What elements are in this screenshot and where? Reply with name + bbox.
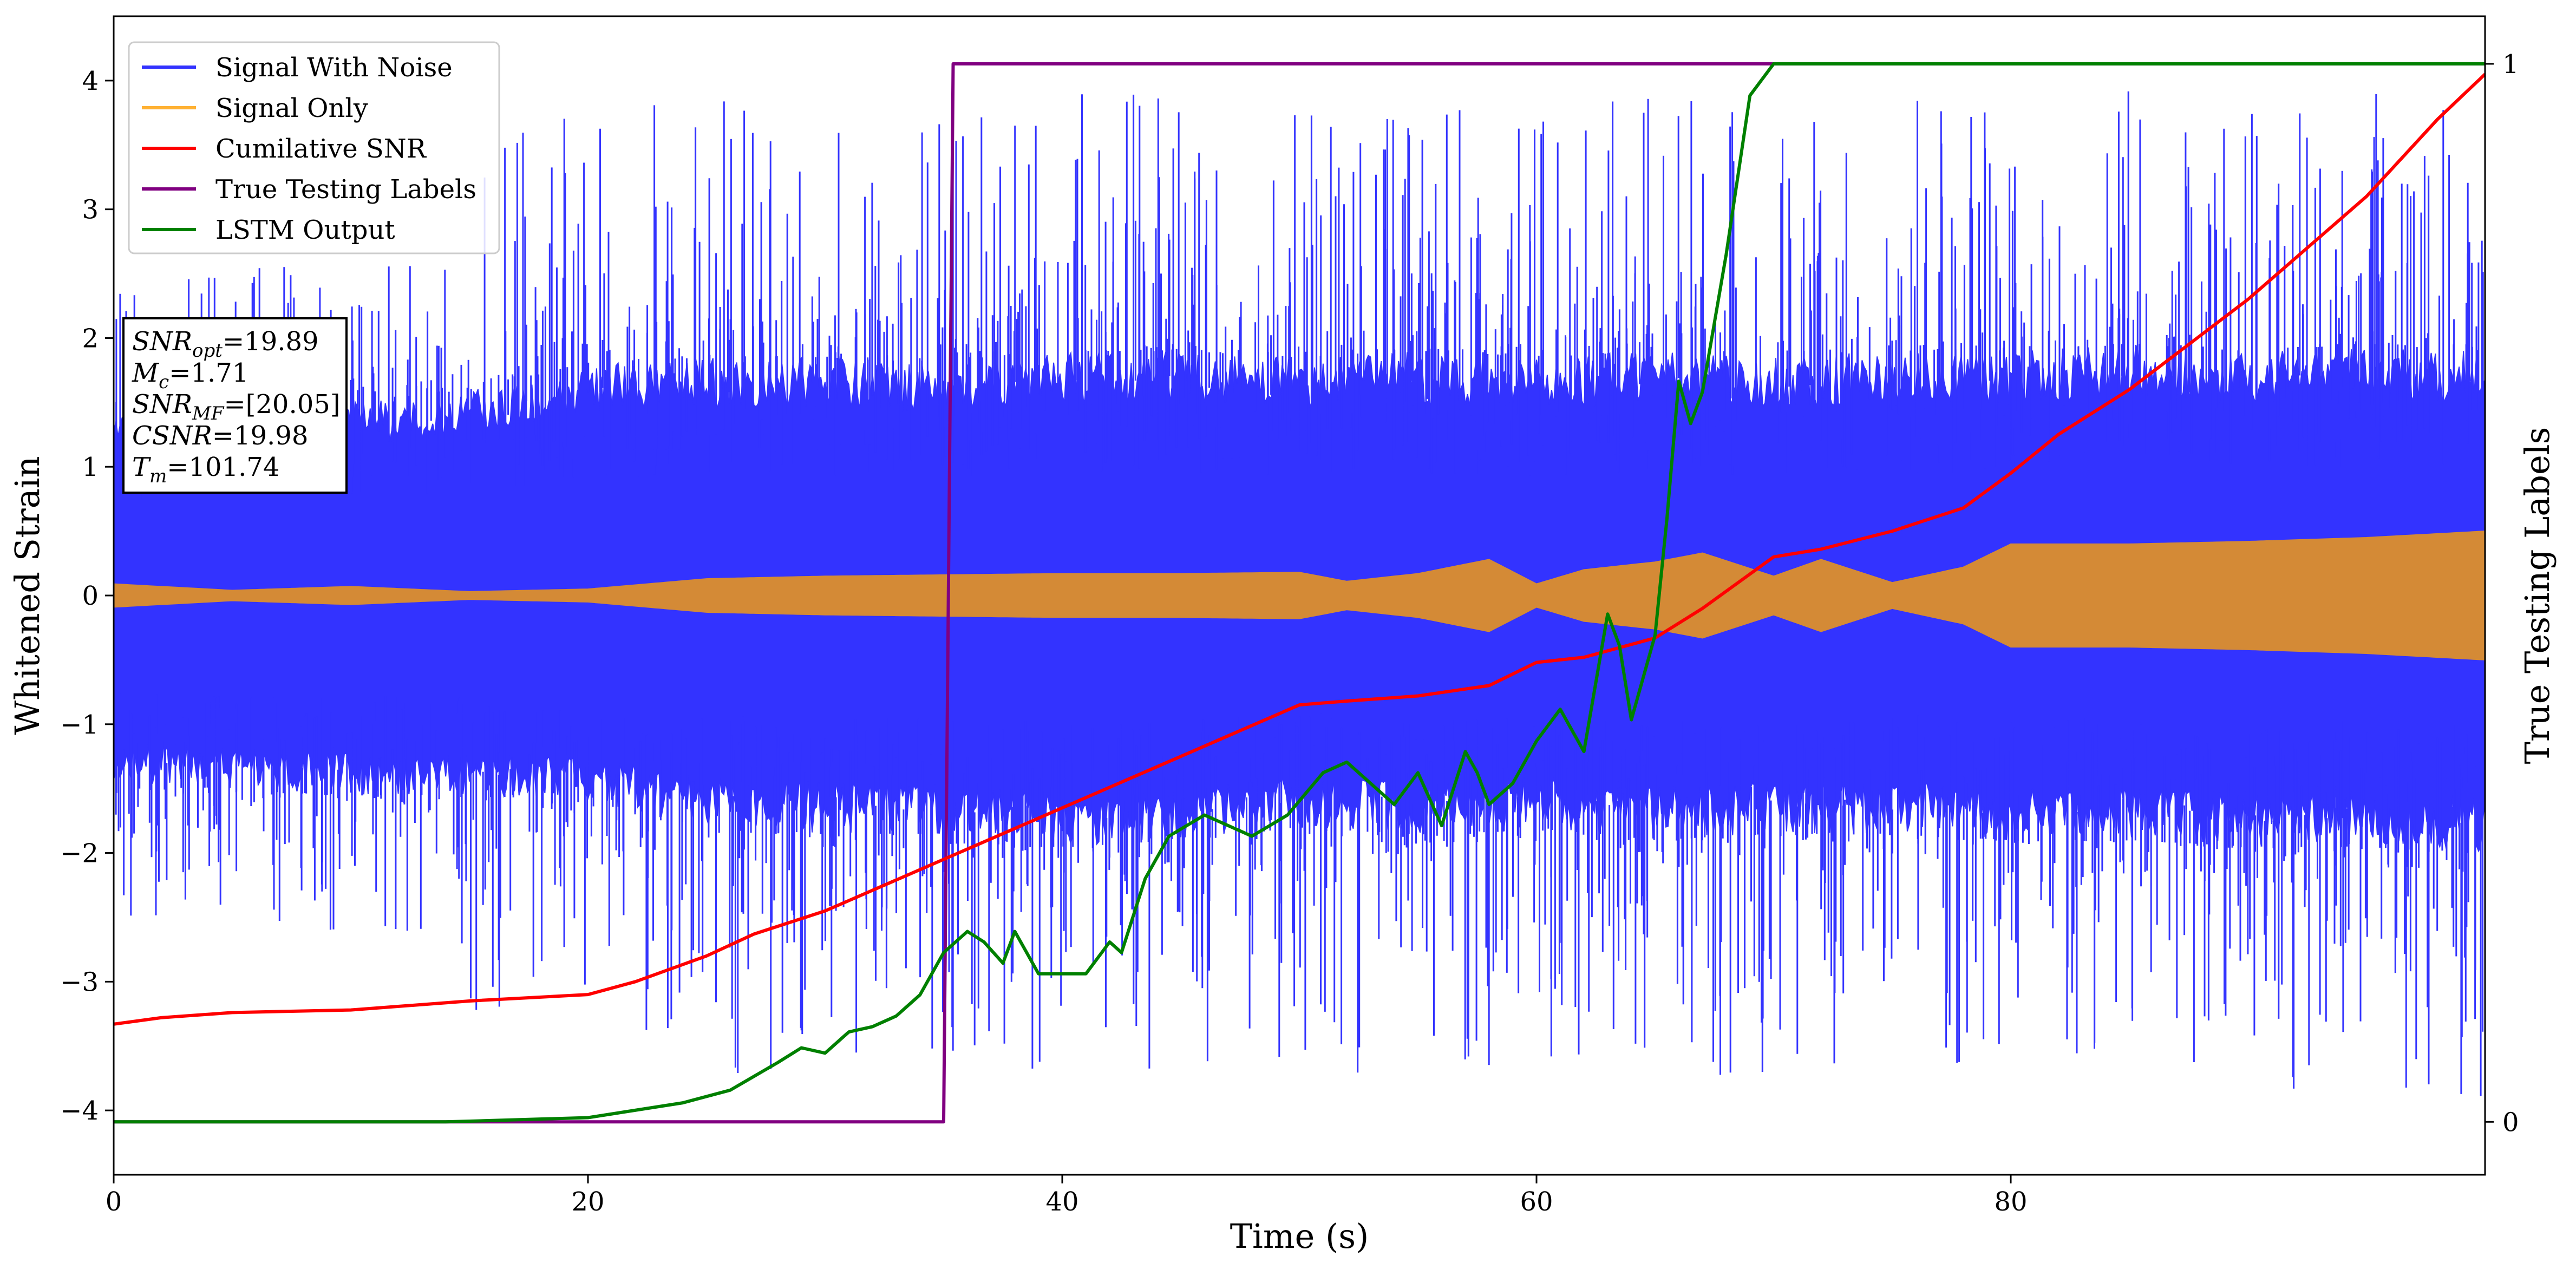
- x-tick-label: 80: [1994, 1187, 2027, 1217]
- y-tick-label: 2: [82, 323, 99, 354]
- y-axis-left: −4 −3 −2 −1 0 1 2 3 4: [60, 66, 114, 1126]
- signal-only-layer: [114, 531, 2485, 660]
- y-right-tick-label: 0: [2502, 1107, 2519, 1137]
- legend-label: Signal With Noise: [215, 53, 453, 83]
- y-tick-label: −4: [60, 1096, 99, 1126]
- signal-only-envelope: [114, 531, 2485, 660]
- y-tick-label: −2: [60, 839, 99, 869]
- info-line: SNRopt=19.89: [132, 326, 319, 362]
- true-testing-labels-line: [114, 62, 2485, 1124]
- y-tick-label: 0: [82, 581, 99, 611]
- info-line: Tm=101.74: [132, 452, 279, 487]
- legend-label: Signal Only: [215, 93, 368, 123]
- x-axis-label: Time (s): [1230, 1216, 1369, 1256]
- y-axis-right: 01: [2485, 49, 2519, 1137]
- y-tick-label: 3: [82, 195, 99, 225]
- y-tick-label: 1: [82, 452, 99, 482]
- x-tick-label: 60: [1520, 1187, 1553, 1217]
- info-annotation-box: SNRopt=19.89Mc=1.71SNRMF=[20.05]CSNR=19.…: [122, 317, 348, 494]
- legend-label: LSTM Output: [215, 215, 395, 245]
- line-series-layer: [114, 62, 2485, 1124]
- y-tick-label: −3: [60, 967, 99, 997]
- info-line: Mc=1.71: [132, 358, 249, 393]
- y-axis-right-label: True Testing Labels: [2518, 427, 2557, 764]
- x-axis: 0 20 40 60 80: [106, 1175, 2028, 1217]
- y-right-tick-label: 1: [2502, 49, 2519, 80]
- y-axis-label: Whitened Strain: [8, 456, 47, 735]
- y-tick-label: −1: [60, 710, 99, 740]
- legend: Signal With Noise Signal Only Cumilative S…: [128, 41, 500, 254]
- info-box-frame: [122, 317, 348, 494]
- info-line: CSNR=19.98: [132, 421, 308, 451]
- legend-label: True Testing Labels: [215, 174, 476, 205]
- x-tick-label: 40: [1045, 1187, 1078, 1217]
- y-tick-label: 4: [82, 66, 99, 96]
- x-tick-label: 0: [106, 1187, 122, 1217]
- info-line: SNRMF=[20.05]: [132, 389, 341, 424]
- cumulative-snr-line: [114, 73, 2485, 1026]
- legend-box: [128, 41, 500, 254]
- lstm-output-line: [114, 62, 2485, 1124]
- legend-label: Cumilative SNR: [215, 134, 427, 164]
- x-tick-label: 20: [571, 1187, 604, 1217]
